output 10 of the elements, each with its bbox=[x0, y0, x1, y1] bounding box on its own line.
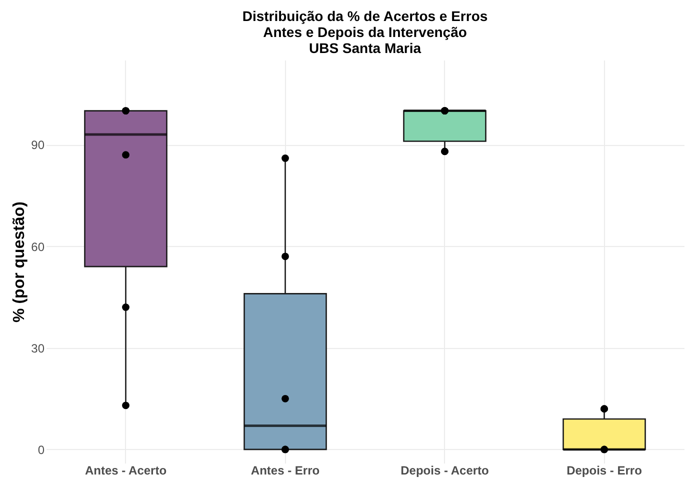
x-tick-label: Antes - Acerto bbox=[84, 464, 167, 478]
x-tick-label: Depois - Acerto bbox=[400, 464, 489, 478]
chart-title: Distribuição da % de Acertos e Erros Antes e Depois da Intervenção UBS Santa Maria bbox=[242, 8, 488, 56]
x-tick-label: Depois - Erro bbox=[566, 464, 642, 478]
y-tick-label: 30 bbox=[31, 341, 45, 356]
y-axis-title: % (por questão) bbox=[11, 202, 28, 322]
y-tick-label: 90 bbox=[31, 138, 45, 152]
x-tick-label: Antes - Erro bbox=[250, 464, 320, 478]
y-tick-label: 60 bbox=[31, 240, 45, 254]
y-tick-label: 0 bbox=[38, 442, 45, 457]
